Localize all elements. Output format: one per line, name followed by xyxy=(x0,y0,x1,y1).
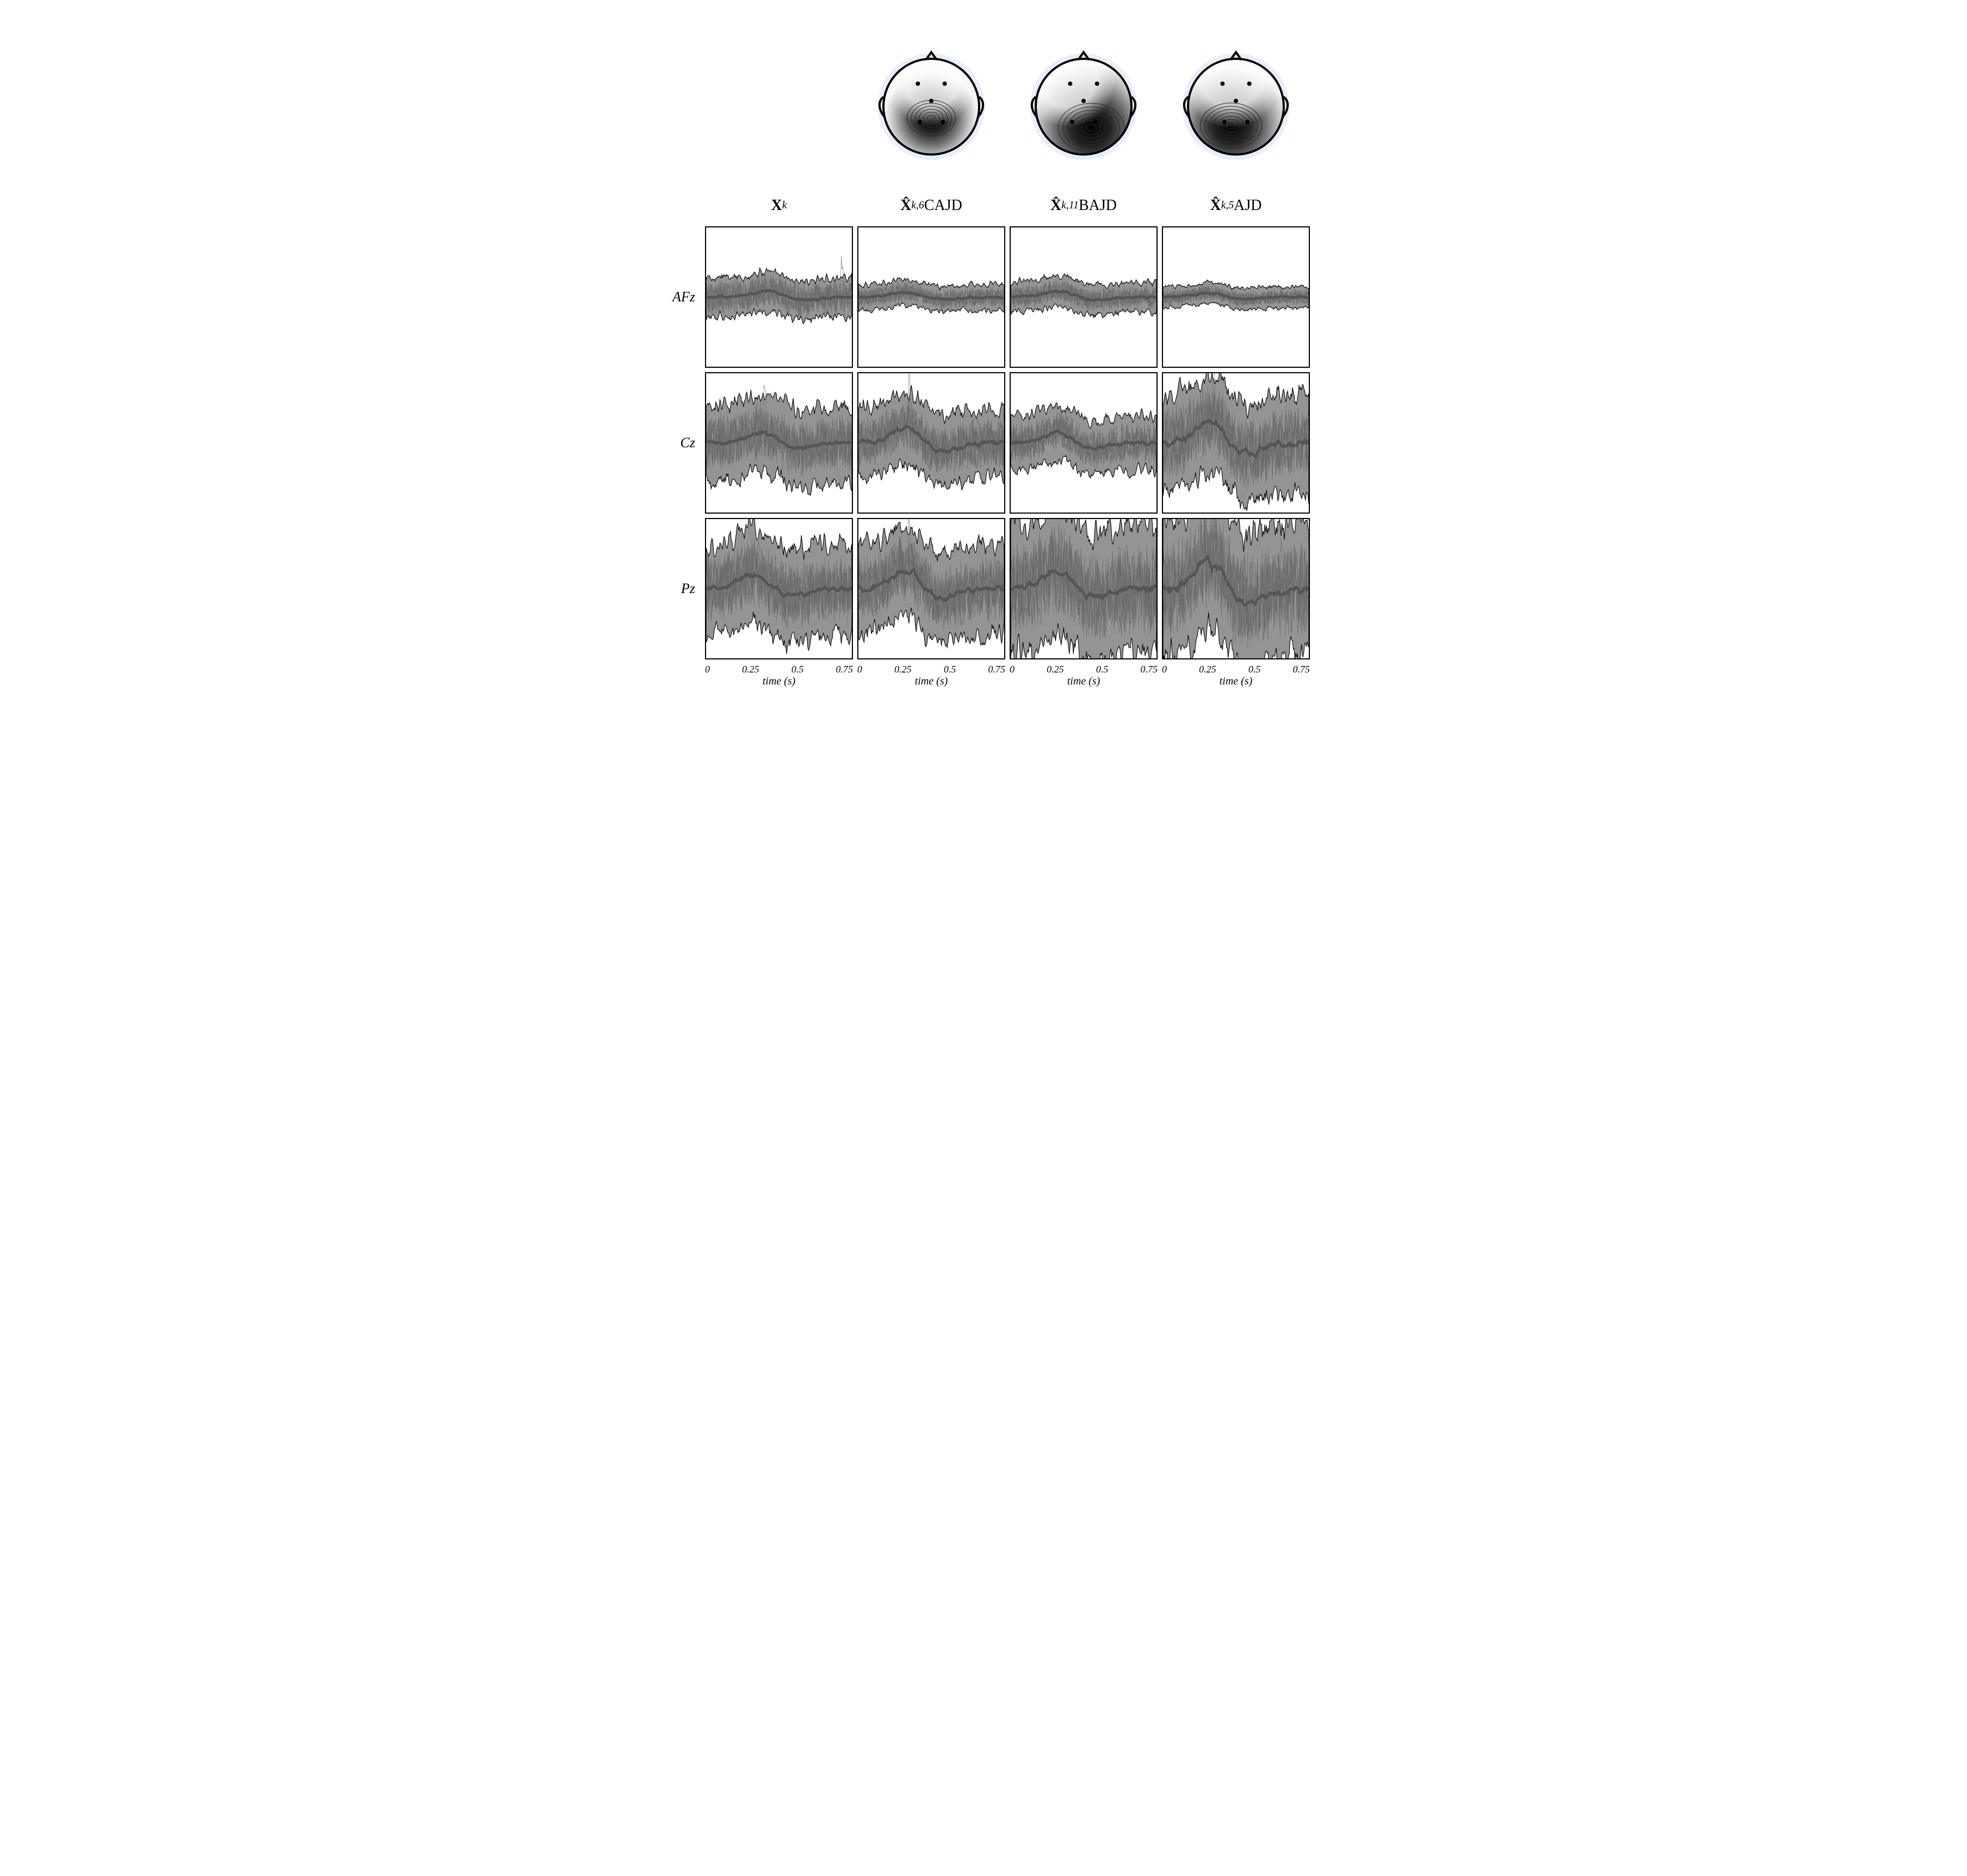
spacer xyxy=(657,664,701,696)
xaxis-cell: 00.250.50.75time (s) xyxy=(705,664,853,696)
panel-afz-xk xyxy=(705,226,853,368)
panel-pz-cajd xyxy=(857,518,1005,659)
panel-cz-xk xyxy=(705,372,853,514)
xaxis-cell: 00.250.50.75time (s) xyxy=(857,664,1005,696)
topomap-cajd xyxy=(857,22,1005,185)
spacer xyxy=(657,189,701,222)
topomap-bajd xyxy=(1010,22,1158,185)
panel-pz-ajd xyxy=(1162,518,1310,659)
panel-cz-cajd xyxy=(857,372,1005,514)
topomap-ajd xyxy=(1162,22,1310,185)
xaxis-row: 00.250.50.75time (s)00.250.50.75time (s)… xyxy=(705,664,1310,696)
xaxis-cell: 00.250.50.75time (s) xyxy=(1162,664,1310,696)
col-title-bajd: X̂k,11 BAJD xyxy=(1010,189,1158,222)
spacer xyxy=(657,22,701,185)
row-label-afz: AFz xyxy=(657,226,701,368)
col-title-ajd: X̂k,5 AJD xyxy=(1162,189,1310,222)
row-label-pz: Pz xyxy=(657,518,701,659)
panel-cz-bajd xyxy=(1010,372,1158,514)
panel-afz-ajd xyxy=(1162,226,1310,368)
col-title-cajd: X̂k,6 CAJD xyxy=(857,189,1005,222)
figure-grid: Xk X̂k,6 CAJD X̂k,11 BAJD X̂k,5 AJD AFz … xyxy=(657,22,1310,696)
xaxis-cell: 00.250.50.75time (s) xyxy=(1010,664,1158,696)
spacer xyxy=(705,22,853,185)
panel-pz-xk xyxy=(705,518,853,659)
col-title-xk: Xk xyxy=(705,189,853,222)
panel-afz-bajd xyxy=(1010,226,1158,368)
panel-cz-ajd xyxy=(1162,372,1310,514)
panel-afz-cajd xyxy=(857,226,1005,368)
row-label-cz: Cz xyxy=(657,372,701,514)
panel-pz-bajd xyxy=(1010,518,1158,659)
